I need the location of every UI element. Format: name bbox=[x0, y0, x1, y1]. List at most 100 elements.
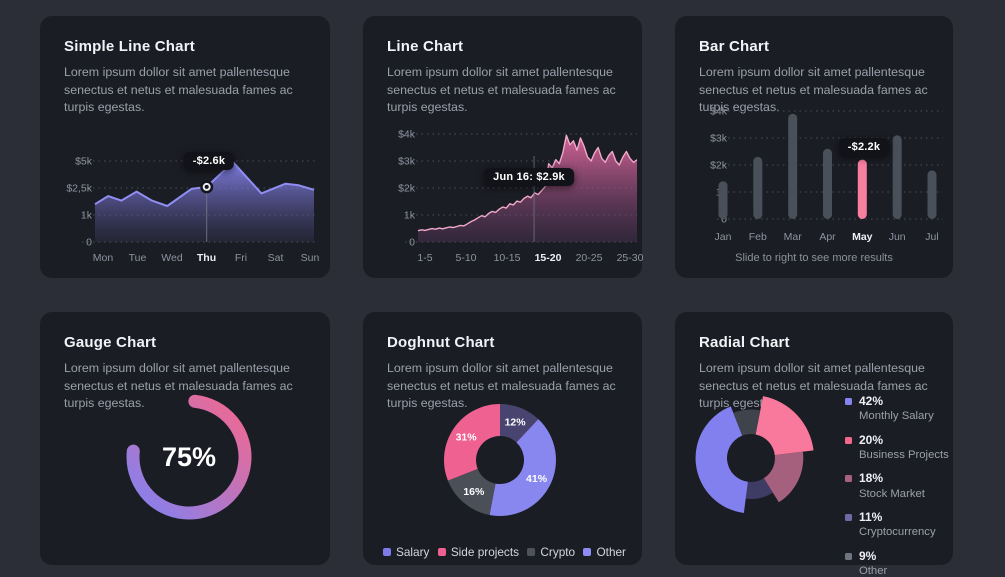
bar-chart[interactable]: $4k$3k$2k1k0JanFebMarAprMayJunJul bbox=[699, 101, 952, 247]
card-doghnut-chart: Doghnut Chart Lorem ipsum dollor sit ame… bbox=[363, 312, 642, 565]
donut-segment-crypto[interactable] bbox=[447, 468, 496, 516]
legend-item-crypto[interactable]: Crypto bbox=[527, 545, 575, 559]
gauge-arc bbox=[126, 394, 252, 520]
svg-text:$2k: $2k bbox=[398, 183, 416, 195]
bar-chart-svg: $4k$3k$2k1k0JanFebMarAprMayJunJul bbox=[710, 106, 943, 243]
card-description: Lorem ipsum dollor sit amet pallentesque… bbox=[64, 65, 293, 115]
legend-percent: 9% bbox=[859, 548, 877, 563]
bar-jun[interactable] bbox=[892, 135, 902, 219]
card-title: Simple Line Chart bbox=[64, 38, 195, 55]
donut-segment-label: 41% bbox=[526, 473, 548, 485]
bar-feb[interactable] bbox=[753, 156, 763, 219]
area-fill bbox=[418, 135, 637, 242]
legend-label: Crypto bbox=[540, 545, 576, 559]
radial-segment-other[interactable] bbox=[733, 409, 761, 436]
legend-item-monthly-salary[interactable]: 42% Monthly Salary bbox=[845, 394, 949, 423]
svg-text:Mar: Mar bbox=[784, 231, 803, 243]
donut-segment-other[interactable] bbox=[500, 404, 539, 443]
legend-percent: 42% bbox=[859, 394, 884, 408]
svg-text:5-10: 5-10 bbox=[455, 252, 476, 264]
donut-segment-label: 12% bbox=[505, 416, 527, 428]
doghnut-chart[interactable]: 12% 41% 16% 31% bbox=[430, 390, 570, 530]
svg-text:May: May bbox=[852, 231, 873, 243]
card-description: Lorem ipsum dollor sit amet pallentesque… bbox=[64, 361, 293, 411]
legend-item-cryptocurrency[interactable]: 11% Cryptocurrency bbox=[845, 510, 949, 538]
svg-text:Sat: Sat bbox=[268, 252, 284, 264]
svg-text:Jun: Jun bbox=[889, 231, 906, 243]
svg-text:Mon: Mon bbox=[93, 252, 114, 264]
dashboard-page: { "page": {"background": "#2b2e36", "car… bbox=[40, 16, 953, 577]
radial-chart-svg bbox=[695, 396, 814, 513]
legend-item-salary[interactable]: Salary bbox=[383, 545, 429, 559]
legend-swatch bbox=[845, 475, 852, 483]
svg-text:Fri: Fri bbox=[235, 252, 247, 264]
chart-tooltip: Jun 16: $2.9k bbox=[484, 168, 574, 186]
legend-percent: 20% bbox=[859, 432, 884, 447]
card-description: Lorem ipsum dollor sit amet pallentesque… bbox=[699, 65, 928, 115]
radial-segment-monthly-salary[interactable] bbox=[695, 406, 748, 513]
area-fill bbox=[95, 162, 314, 242]
svg-text:Jul: Jul bbox=[925, 231, 938, 243]
series-line bbox=[417, 134, 638, 232]
radial-legend: 42% Monthly Salary 20% Business Projects 18%… bbox=[845, 394, 949, 577]
card-title: Line Chart bbox=[387, 38, 464, 55]
bar-jan[interactable] bbox=[718, 181, 728, 219]
legend-swatch bbox=[527, 548, 536, 556]
legend-swatch bbox=[845, 398, 852, 405]
data-point-marker[interactable] bbox=[200, 180, 214, 194]
bar-mar[interactable] bbox=[788, 113, 798, 219]
svg-text:Tue: Tue bbox=[129, 252, 147, 264]
chart-tooltip: -$2.2k bbox=[838, 138, 890, 156]
legend-item-business-projects[interactable]: 20% Business Projects bbox=[845, 432, 949, 461]
donut-segment-salary[interactable] bbox=[489, 419, 556, 516]
svg-text:Apr: Apr bbox=[819, 231, 836, 243]
legend-label: Business Projects bbox=[859, 448, 949, 461]
legend-swatch bbox=[383, 548, 391, 556]
legend-item-stock-market[interactable]: 18% Stock Market bbox=[845, 472, 949, 500]
data-point-marker-ring bbox=[202, 182, 211, 191]
legend-item-side-projects[interactable]: Side projects bbox=[437, 545, 520, 559]
svg-text:$3k: $3k bbox=[710, 133, 728, 145]
card-description: Lorem ipsum dollor sit amet pallentesque… bbox=[699, 361, 928, 411]
svg-text:Wed: Wed bbox=[161, 252, 183, 264]
svg-text:Thu: Thu bbox=[197, 252, 216, 264]
radial-segment-business-projects[interactable] bbox=[755, 396, 814, 456]
legend-swatch bbox=[583, 548, 592, 556]
svg-text:20-25: 20-25 bbox=[576, 252, 603, 264]
line-chart-svg: $4k $3k $2k 1k 01-5 5-10 10-15 15-20 20-25 25-30 bbox=[398, 129, 644, 265]
simple-line-chart[interactable]: $5k $2,5k 1k 0 Mon Tue Wed Thu Fri Sat Sun bbox=[64, 151, 320, 267]
card-bar-chart: Bar Chart Lorem ipsum dollor sit amet pa… bbox=[675, 16, 953, 278]
svg-text:1-5: 1-5 bbox=[417, 252, 432, 264]
svg-text:Sun: Sun bbox=[301, 252, 320, 264]
bar-may[interactable] bbox=[857, 159, 867, 219]
svg-text:$2k: $2k bbox=[710, 160, 728, 172]
card-simple-line-chart: Simple Line Chart Lorem ipsum dollor sit… bbox=[40, 16, 330, 278]
legend-item-other[interactable]: 9% Other bbox=[845, 548, 949, 577]
svg-text:$5k: $5k bbox=[75, 156, 93, 168]
card-description: Lorem ipsum dollor sit amet pallentesque… bbox=[387, 65, 616, 115]
legend-swatch bbox=[845, 514, 852, 522]
radial-segment-stock-market[interactable] bbox=[763, 451, 804, 503]
donut-segment-label: 16% bbox=[463, 486, 485, 498]
card-radial-chart: Radial Chart Lorem ipsum dollor sit amet… bbox=[675, 312, 953, 577]
bar-jul[interactable] bbox=[927, 170, 937, 219]
donut-segment-label: 31% bbox=[456, 431, 478, 443]
donut-segment-side-projects[interactable] bbox=[443, 404, 500, 481]
legend-label: Monthly Salary bbox=[859, 410, 934, 423]
legend-label: Side projects bbox=[450, 545, 520, 559]
legend-swatch bbox=[845, 436, 852, 444]
bar-apr[interactable] bbox=[823, 148, 832, 219]
svg-text:0: 0 bbox=[721, 214, 727, 226]
radial-chart[interactable] bbox=[685, 388, 825, 528]
radial-segment-cryptocurrency[interactable] bbox=[745, 478, 773, 499]
doghnut-chart-svg: 12% 41% 16% 31% bbox=[443, 404, 556, 516]
legend-item-other[interactable]: Other bbox=[583, 545, 626, 559]
svg-text:1k: 1k bbox=[404, 210, 416, 222]
svg-text:$3k: $3k bbox=[398, 156, 416, 168]
card-gauge-chart: Gauge Chart Lorem ipsum dollor sit amet … bbox=[40, 312, 330, 565]
legend-swatch bbox=[437, 548, 446, 556]
legend-label: Stock Market bbox=[859, 487, 925, 500]
gauge-value: 75% bbox=[162, 442, 216, 472]
line-chart[interactable]: $4k $3k $2k 1k 0 1-5 5-10 10-15 15-20 20-25 25-30 bbox=[387, 124, 644, 266]
gauge-chart[interactable]: 75% bbox=[119, 387, 259, 527]
